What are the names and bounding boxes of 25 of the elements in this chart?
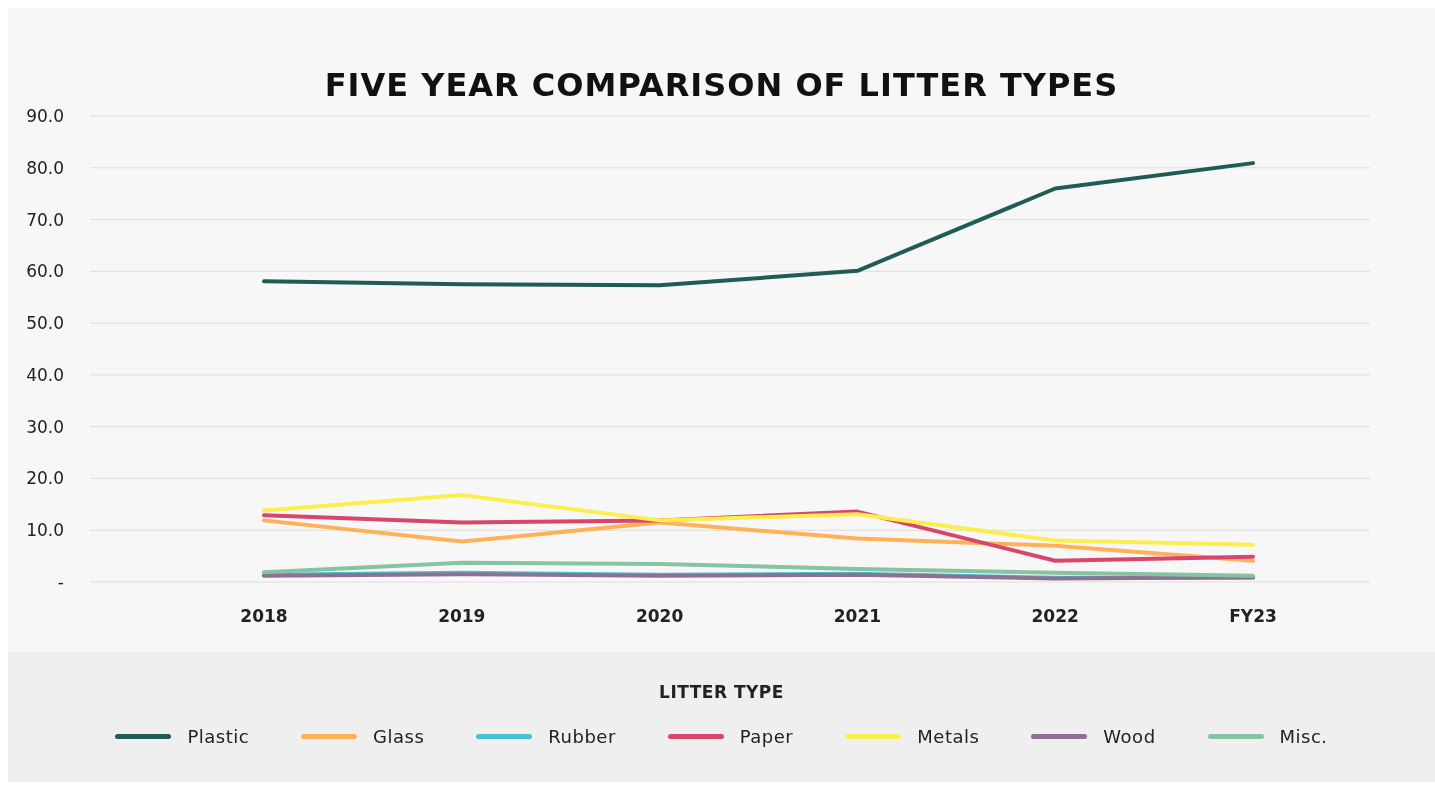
legend-label: Metals [916,726,980,747]
y-tick-label: 60.0 [26,261,64,282]
y-tick-label: 90.0 [26,106,64,127]
x-tick-label: 2018 [240,606,288,627]
legend-label: Rubber [547,726,616,747]
legend-label: Misc. [1278,726,1328,747]
x-tick-label: 2022 [1031,606,1079,627]
y-tick-label: 20.0 [26,468,64,489]
y-tick-label: - [57,572,64,593]
y-tick-label: 50.0 [26,313,64,334]
x-tick-label: FY23 [1229,606,1277,627]
y-tick-label: 80.0 [26,157,64,178]
legend-title: LITTER TYPE [659,682,784,702]
legend-label: Plastic [186,726,250,747]
legend-label: Wood [1102,726,1156,747]
y-tick-label: 40.0 [26,364,64,385]
x-tick-label: 2020 [635,606,684,627]
x-tick-label: 2021 [833,606,882,627]
chart-title: FIVE YEAR COMPARISON OF LITTER TYPES [323,65,1120,104]
x-tick-label: 2019 [438,606,486,627]
y-tick-label: 30.0 [26,416,64,437]
y-tick-label: 70.0 [26,209,64,230]
legend-label: Glass [372,726,425,747]
legend-label: Paper [738,726,794,747]
y-tick-label: 10.0 [26,520,64,541]
